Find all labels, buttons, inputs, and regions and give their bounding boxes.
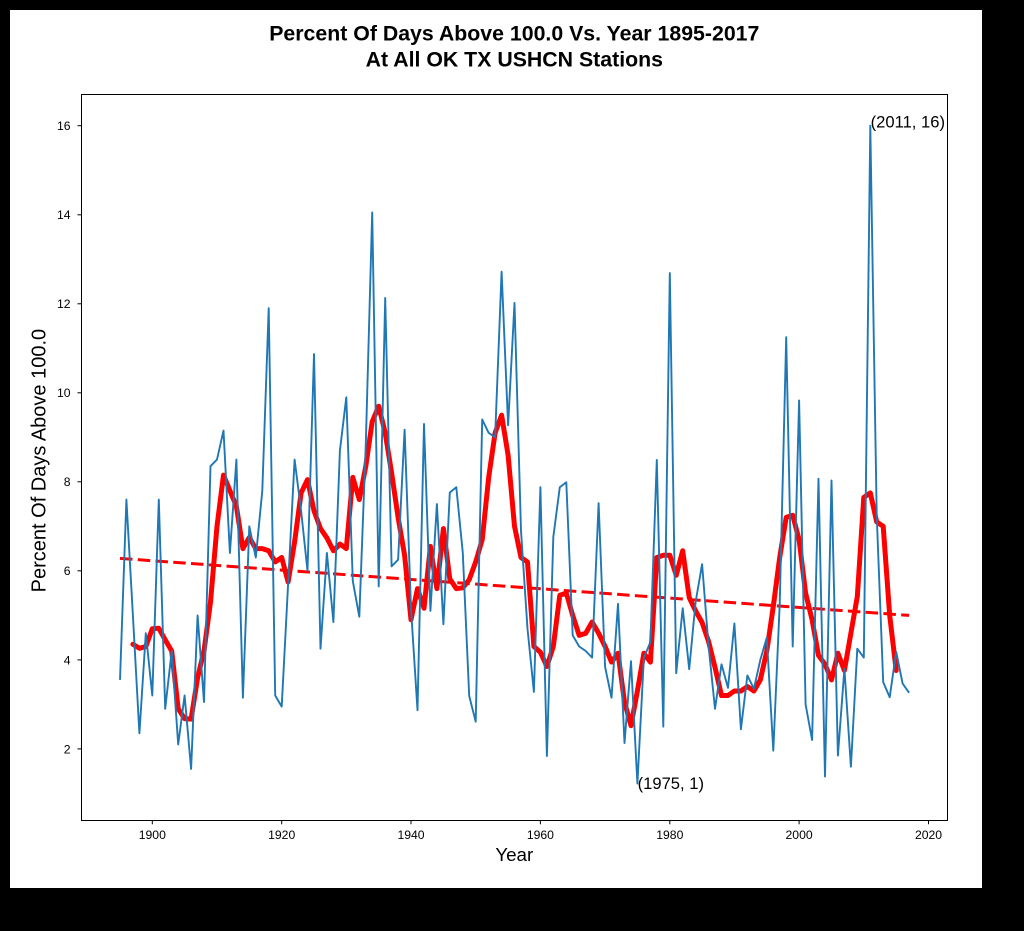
- svg-text:Year: Year: [495, 844, 533, 865]
- svg-text:2000: 2000: [786, 828, 813, 842]
- svg-text:1980: 1980: [656, 828, 683, 842]
- svg-text:14: 14: [57, 208, 71, 222]
- svg-text:6: 6: [64, 564, 71, 578]
- svg-text:2020: 2020: [915, 828, 942, 842]
- svg-text:1920: 1920: [268, 828, 295, 842]
- svg-text:1940: 1940: [397, 828, 424, 842]
- svg-text:12: 12: [57, 297, 71, 311]
- svg-text:2: 2: [64, 742, 71, 756]
- svg-text:Percent Of Days Above 100.0: Percent Of Days Above 100.0: [29, 329, 51, 592]
- svg-text:8: 8: [64, 475, 71, 489]
- svg-text:At All OK TX USHCN Stations: At All OK TX USHCN Stations: [366, 48, 663, 72]
- svg-text:4: 4: [64, 653, 71, 667]
- svg-text:1900: 1900: [139, 828, 166, 842]
- svg-text:(1975, 1): (1975, 1): [638, 774, 704, 793]
- svg-text:1960: 1960: [527, 828, 554, 842]
- svg-text:Percent Of Days Above 100.0 Vs: Percent Of Days Above 100.0 Vs. Year 189…: [269, 21, 759, 45]
- svg-text:(2011, 16): (2011, 16): [871, 113, 945, 132]
- svg-text:16: 16: [57, 119, 71, 133]
- svg-text:10: 10: [57, 386, 71, 400]
